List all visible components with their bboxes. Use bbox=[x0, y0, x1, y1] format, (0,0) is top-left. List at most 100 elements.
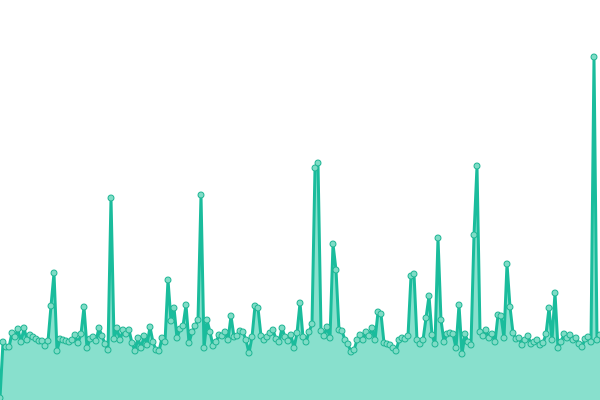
data-point-9 bbox=[23, 336, 31, 344]
data-point-144 bbox=[428, 331, 436, 339]
data-point-147 bbox=[437, 316, 445, 324]
data-point-99 bbox=[293, 329, 301, 337]
data-point-138 bbox=[410, 270, 418, 278]
data-point-154 bbox=[458, 350, 466, 358]
data-point-100 bbox=[296, 299, 304, 307]
data-point-48 bbox=[140, 332, 148, 340]
data-point-124 bbox=[368, 324, 376, 332]
data-point-26 bbox=[74, 339, 82, 347]
data-point-28 bbox=[80, 303, 88, 311]
data-point-159 bbox=[473, 162, 481, 170]
data-point-45 bbox=[131, 347, 139, 355]
data-point-103 bbox=[305, 328, 313, 336]
data-point-44 bbox=[128, 339, 136, 347]
data-point-56 bbox=[164, 276, 172, 284]
data-point-53 bbox=[155, 347, 163, 355]
data-point-76 bbox=[224, 336, 232, 344]
data-point-39 bbox=[113, 324, 121, 332]
data-point-186 bbox=[554, 344, 562, 352]
data-point-79 bbox=[233, 332, 241, 340]
data-point-43 bbox=[125, 326, 133, 334]
data-point-108 bbox=[320, 332, 328, 340]
data-point-55 bbox=[161, 338, 169, 346]
data-point-192 bbox=[572, 334, 580, 342]
data-point-36 bbox=[104, 346, 112, 354]
data-point-194 bbox=[578, 343, 586, 351]
data-point-107 bbox=[317, 327, 325, 335]
data-point-84 bbox=[248, 333, 256, 341]
data-point-167 bbox=[497, 312, 505, 320]
data-point-111 bbox=[329, 240, 337, 248]
data-point-142 bbox=[422, 314, 430, 322]
data-point-127 bbox=[377, 310, 385, 318]
data-point-179 bbox=[533, 336, 541, 344]
data-point-164 bbox=[488, 330, 496, 338]
data-point-153 bbox=[455, 301, 463, 309]
data-point-198 bbox=[590, 53, 598, 61]
data-point-94 bbox=[278, 324, 286, 332]
data-point-102 bbox=[302, 338, 310, 346]
data-point-49 bbox=[143, 341, 151, 349]
data-point-57 bbox=[167, 317, 175, 325]
data-point-165 bbox=[491, 338, 499, 346]
data-point-33 bbox=[95, 324, 103, 332]
data-point-141 bbox=[419, 336, 427, 344]
data-point-118 bbox=[350, 346, 358, 354]
data-point-64 bbox=[188, 328, 196, 336]
data-point-184 bbox=[548, 336, 556, 344]
data-point-123 bbox=[365, 332, 373, 340]
data-point-171 bbox=[509, 329, 517, 337]
data-point-86 bbox=[254, 304, 262, 312]
data-point-77 bbox=[227, 312, 235, 320]
data-point-35 bbox=[101, 340, 109, 348]
data-point-197 bbox=[587, 338, 595, 346]
data-point-176 bbox=[524, 332, 532, 340]
data-point-132 bbox=[392, 347, 400, 355]
data-point-151 bbox=[449, 330, 457, 338]
data-points bbox=[0, 53, 600, 400]
data-point-161 bbox=[479, 332, 487, 340]
data-point-15 bbox=[41, 342, 49, 350]
data-point-8 bbox=[20, 324, 28, 332]
data-point-199 bbox=[593, 336, 600, 344]
data-point-47 bbox=[137, 344, 145, 352]
data-point-109 bbox=[323, 323, 331, 331]
data-point-185 bbox=[551, 289, 559, 297]
data-point-106 bbox=[314, 159, 322, 167]
data-point-91 bbox=[269, 326, 277, 334]
data-point-143 bbox=[425, 292, 433, 300]
data-point-98 bbox=[290, 344, 298, 352]
data-point-81 bbox=[239, 328, 247, 336]
data-point-63 bbox=[185, 339, 193, 347]
data-point-25 bbox=[71, 331, 79, 339]
data-point-120 bbox=[356, 331, 364, 339]
data-point-17 bbox=[47, 302, 55, 310]
data-point-72 bbox=[212, 338, 220, 346]
data-point-59 bbox=[173, 334, 181, 342]
data-point-27 bbox=[77, 330, 85, 338]
data-point-34 bbox=[98, 332, 106, 340]
data-point-162 bbox=[482, 326, 490, 334]
data-point-157 bbox=[467, 341, 475, 349]
data-point-146 bbox=[434, 234, 442, 242]
data-point-65 bbox=[191, 322, 199, 330]
data-point-83 bbox=[245, 349, 253, 357]
data-point-101 bbox=[299, 333, 307, 341]
data-point-75 bbox=[221, 328, 229, 336]
data-point-18 bbox=[50, 269, 58, 277]
data-point-19 bbox=[53, 347, 61, 355]
data-point-174 bbox=[518, 341, 526, 349]
data-point-196 bbox=[584, 333, 592, 341]
data-point-200 bbox=[596, 331, 600, 339]
data-point-158 bbox=[470, 231, 478, 239]
data-point-93 bbox=[275, 338, 283, 346]
data-point-183 bbox=[545, 304, 553, 312]
data-point-110 bbox=[326, 334, 334, 342]
data-point-104 bbox=[308, 320, 316, 328]
data-point-148 bbox=[440, 338, 448, 346]
data-point-169 bbox=[503, 260, 511, 268]
data-point-136 bbox=[404, 332, 412, 340]
data-point-114 bbox=[338, 327, 346, 335]
data-point-116 bbox=[344, 340, 352, 348]
